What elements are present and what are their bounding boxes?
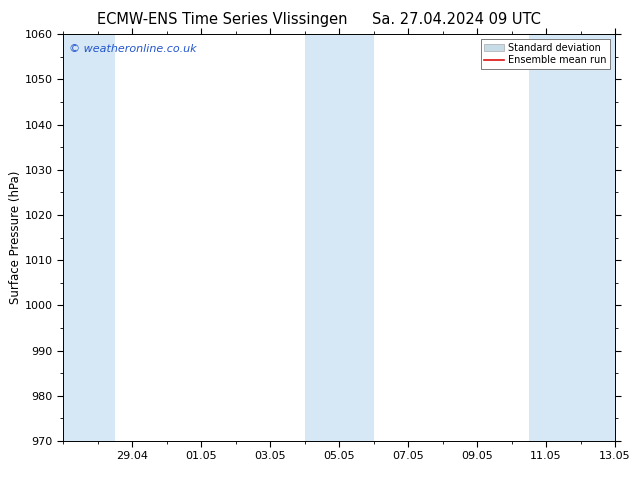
Bar — [63, 34, 115, 441]
Text: Sa. 27.04.2024 09 UTC: Sa. 27.04.2024 09 UTC — [372, 12, 541, 27]
Y-axis label: Surface Pressure (hPa): Surface Pressure (hPa) — [9, 171, 22, 304]
Text: © weatheronline.co.uk: © weatheronline.co.uk — [69, 45, 197, 54]
Legend: Standard deviation, Ensemble mean run: Standard deviation, Ensemble mean run — [481, 39, 610, 69]
Bar — [529, 34, 615, 441]
Text: ECMW-ENS Time Series Vlissingen: ECMW-ENS Time Series Vlissingen — [96, 12, 347, 27]
Bar — [305, 34, 373, 441]
